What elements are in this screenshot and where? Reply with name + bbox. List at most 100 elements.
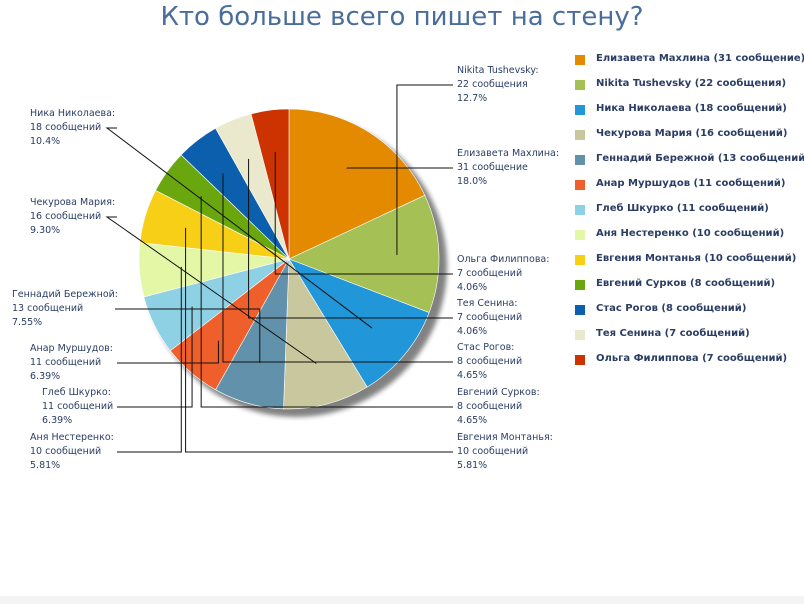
slice-label-count: 18 сообщений — [30, 122, 101, 133]
slice-label-count: 8 сообщений — [457, 356, 522, 367]
legend-item: Ольга Филиппова (7 сообщений) — [575, 353, 803, 378]
slice-label-count: 7 сообщений — [457, 268, 522, 279]
slice-label: Анар Муршудов: 11 сообщений 6.39% — [30, 343, 113, 382]
legend-item: Глеб Шкурко (11 сообщений) — [575, 203, 803, 228]
slice-label-percent: 10.4% — [30, 136, 60, 147]
legend-label: Ника Николаева (18 сообщений) — [596, 103, 787, 114]
slice-label-percent: 5.81% — [30, 460, 60, 471]
slice-label-count: 31 сообщение — [457, 162, 528, 173]
leader-lines — [105, 84, 453, 453]
leader-line — [117, 306, 193, 408]
leader-line — [117, 340, 219, 364]
legend-item: Стас Рогов (8 сообщений) — [575, 303, 803, 328]
slice-label-count: 7 сообщений — [457, 312, 522, 323]
leader-line — [105, 216, 317, 364]
slice-label: Аня Нестеренко: 10 сообщений 5.81% — [30, 432, 114, 471]
legend-item: Геннадий Бережной (13 сообщений) — [575, 153, 804, 178]
slice-label-percent: 6.39% — [30, 371, 60, 382]
slice-label-name: Ольга Филиппова: — [457, 254, 549, 265]
slice-label: Nikita Tushevsky: 22 сообщения 12.7% — [457, 65, 539, 104]
legend-label: Стас Рогов (8 сообщений) — [596, 303, 747, 314]
leader-line — [115, 308, 261, 363]
slice-label-name: Анар Муршудов: — [30, 343, 113, 354]
legend-item: Чекурова Мария (16 сообщений) — [575, 128, 803, 153]
legend-label: Чекурова Мария (16 сообщений) — [596, 128, 788, 139]
slice-label-percent: 6.39% — [42, 415, 72, 426]
slice-label-count: 11 сообщений — [30, 357, 101, 368]
legend-item: Тея Сенина (7 сообщений) — [575, 328, 803, 353]
leader-line — [200, 196, 453, 408]
legend-label: Тея Сенина (7 сообщений) — [596, 328, 750, 339]
legend-item: Nikita Tushevsky (22 сообщения) — [575, 78, 803, 103]
slice-label: Евгения Монтанья: 10 сообщений 5.81% — [457, 432, 553, 471]
leader-line — [274, 151, 453, 275]
slice-label-count: 16 сообщений — [30, 211, 101, 222]
slice-label-name: Геннадий Бережной: — [12, 289, 118, 300]
legend-label: Ольга Филиппова (7 сообщений) — [596, 353, 788, 364]
legend-swatch — [575, 105, 585, 115]
bottom-strip — [0, 596, 804, 604]
leader-line — [396, 84, 453, 256]
legend-swatch — [575, 180, 585, 190]
legend-item: Евгения Монтанья (10 сообщений) — [575, 253, 803, 278]
slice-label: Елизавета Махлина: 31 сообщение 18.0% — [457, 148, 559, 187]
legend-item: Евгений Сурков (8 сообщений) — [575, 278, 803, 303]
slice-label-name: Стас Рогов: — [457, 342, 514, 353]
slice-label: Чекурова Мария: 16 сообщений 9.30% — [30, 197, 115, 236]
slice-label-name: Глеб Шкурко: — [42, 387, 111, 398]
legend-label: Аня Нестеренко (10 сообщений) — [596, 228, 785, 239]
slice-label-percent: 4.65% — [457, 415, 487, 426]
slice-label-count: 10 сообщений — [30, 446, 101, 457]
chart-title: Кто больше всего пишет на стену? — [160, 2, 644, 32]
legend-label: Елизавета Махлина (31 сообщение) — [596, 53, 804, 64]
leader-line — [185, 227, 453, 453]
slice-label: Глеб Шкурко: 11 сообщений 6.39% — [42, 387, 113, 426]
legend-swatch — [575, 205, 585, 215]
slice-label-count: 8 сообщений — [457, 401, 522, 412]
pie-slice — [250, 108, 290, 260]
pie-slices — [138, 108, 440, 410]
pie-slice — [283, 257, 368, 410]
legend-label: Геннадий Бережной (13 сообщений) — [596, 153, 804, 164]
slice-label-name: Nikita Tushevsky: — [457, 65, 539, 76]
slice-labels: Елизавета Махлина: 31 сообщение 18.0% Nikit… — [12, 65, 559, 471]
slice-label-percent: 4.65% — [457, 370, 487, 381]
legend-item: Ника Николаева (18 сообщений) — [575, 103, 803, 128]
legend-label: Евгения Монтанья (10 сообщений) — [596, 253, 797, 264]
legend-label: Евгений Сурков (8 сообщений) — [596, 278, 776, 289]
legend-swatch — [575, 130, 585, 140]
legend-swatch — [575, 330, 585, 340]
slice-label-name: Евгения Монтанья: — [457, 432, 553, 443]
legend-swatch — [575, 255, 585, 265]
legend-swatch — [575, 230, 585, 240]
slice-label-name: Евгений Сурков: — [457, 387, 540, 398]
slice-label-percent: 4.06% — [457, 282, 487, 293]
slice-label-name: Тея Сенина: — [456, 298, 517, 309]
leader-line — [105, 127, 373, 329]
legend-swatch — [575, 80, 585, 90]
slice-label: Стас Рогов: 8 сообщений 4.65% — [457, 342, 522, 381]
slice-label: Ольга Филиппова: 7 сообщений 4.06% — [457, 254, 549, 293]
legend-swatch — [575, 355, 585, 365]
slice-label: Геннадий Бережной: 13 сообщений 7.55% — [12, 289, 118, 328]
slice-label-percent: 5.81% — [457, 460, 487, 471]
slice-label-percent: 18.0% — [457, 176, 487, 187]
leader-line — [117, 266, 182, 453]
slice-label-percent: 7.55% — [12, 317, 42, 328]
slice-label-percent: 12.7% — [457, 93, 487, 104]
legend-label: Глеб Шкурко (11 сообщений) — [596, 203, 769, 214]
slice-label: Евгений Сурков: 8 сообщений 4.65% — [457, 387, 540, 426]
pie-slice — [288, 194, 440, 313]
slice-label-name: Аня Нестеренко: — [30, 432, 114, 443]
leader-line — [222, 173, 453, 363]
slice-label-name: Чекурова Мария: — [30, 197, 115, 208]
leader-line — [248, 158, 453, 319]
slice-label: Тея Сенина: 7 сообщений 4.06% — [456, 298, 522, 337]
legend-item: Аня Нестеренко (10 сообщений) — [575, 228, 803, 253]
legend-swatch — [575, 155, 585, 165]
legend-swatch — [575, 280, 585, 290]
legend: Елизавета Махлина (31 сообщение) Nikita T… — [575, 53, 804, 378]
slice-label-name: Елизавета Махлина: — [457, 148, 559, 159]
legend-item: Анар Муршудов (11 сообщений) — [575, 178, 803, 203]
